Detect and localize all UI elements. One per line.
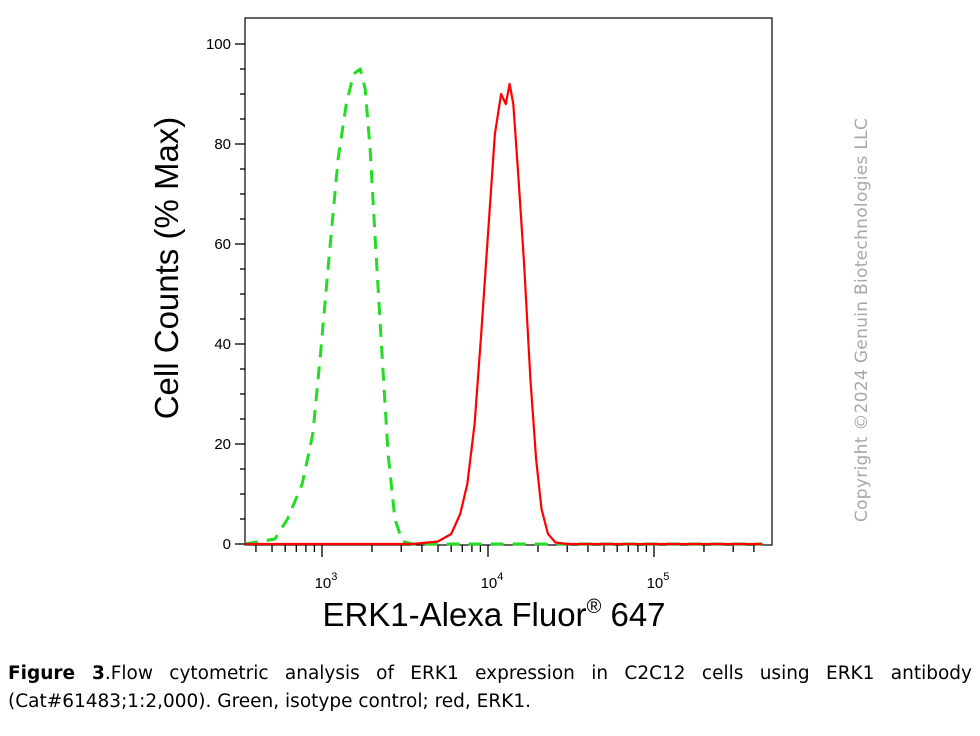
y-tick-label: 80 [214,136,231,153]
plot-frame [244,17,773,546]
y-axis-ticks: 0 20 40 60 80 100 [206,36,245,553]
x-axis-label-suffix: 647 [601,596,665,633]
copyright-watermark: Copyright ©2024 Genuin Biotechnologies L… [852,117,872,523]
x-tick-label: 104 [481,571,504,592]
erk1-curve [245,82,763,546]
y-tick-label: 40 [214,336,231,353]
y-tick-label: 100 [206,36,231,53]
y-tick-label: 60 [214,236,231,253]
isotype-control-curve [244,67,763,546]
flow-cytometry-histogram: 0 20 40 60 80 100 103 104 105 Cell Counts (% Ma… [148,17,773,633]
x-tick-label: 103 [315,571,338,592]
x-tick-label: 105 [647,571,670,592]
caption-text: .Flow cytometric analysis of ERK1 expres… [8,663,972,712]
y-axis-label: Cell Counts (% Max) [148,117,185,420]
figure-caption: Figure 3.Flow cytometric analysis of ERK… [8,660,972,716]
y-tick-label: 0 [223,536,231,553]
x-axis-label-sup: ® [587,596,602,618]
y-tick-label: 20 [214,436,231,453]
x-axis-label-main: ERK1-Alexa Fluor [322,596,586,633]
caption-label: Figure 3 [8,663,105,684]
series-group [244,67,763,546]
x-axis-ticks: 103 104 105 [255,545,755,592]
x-axis-label: ERK1-Alexa Fluor® 647 [322,596,665,633]
